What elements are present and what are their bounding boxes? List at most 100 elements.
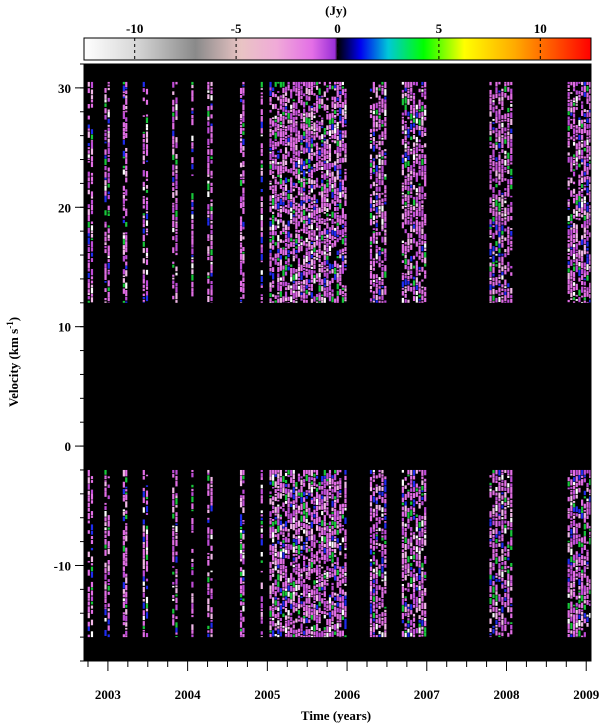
emission-segment — [570, 136, 573, 140]
emission-segment — [310, 166, 313, 169]
emission-segment — [104, 136, 107, 141]
emission-segment — [279, 611, 282, 615]
emission-segment — [570, 596, 573, 599]
emission-segment — [282, 121, 285, 125]
emission-segment — [303, 542, 306, 545]
emission-segment — [489, 227, 492, 229]
emission-segment — [401, 138, 404, 145]
emission-segment — [321, 171, 324, 174]
emission-segment — [369, 97, 373, 99]
emission-segment — [321, 140, 324, 143]
emission-segment — [318, 126, 321, 133]
emission-segment — [404, 121, 407, 123]
emission-segment — [303, 601, 306, 607]
emission-segment — [578, 572, 581, 578]
emission-segment — [321, 261, 324, 265]
emission-segment — [277, 277, 280, 283]
emission-segment — [107, 210, 110, 213]
emission-segment — [581, 595, 584, 602]
emission-segment — [297, 568, 301, 571]
emission-segment — [372, 545, 375, 551]
emission-segment — [334, 298, 337, 303]
emission-segment — [407, 620, 410, 624]
emission-segment — [90, 297, 94, 303]
emission-segment — [341, 503, 344, 508]
emission-segment — [172, 500, 175, 507]
emission-segment — [407, 161, 410, 166]
emission-segment — [336, 198, 339, 203]
emission-segment — [378, 262, 381, 268]
emission-segment — [242, 179, 245, 184]
emission-segment — [326, 577, 329, 580]
emission-segment — [328, 528, 332, 533]
emission-segment — [145, 228, 149, 231]
emission-segment — [326, 255, 329, 260]
emission-segment — [421, 252, 424, 258]
emission-segment — [507, 573, 510, 580]
emission-segment — [145, 291, 149, 296]
emission-segment — [570, 473, 573, 476]
emission-segment — [410, 136, 413, 140]
emission-segment — [321, 631, 324, 637]
emission-segment — [507, 557, 510, 561]
emission-segment — [344, 238, 347, 242]
emission-segment — [315, 623, 319, 631]
emission-segment — [412, 469, 416, 476]
emission-segment — [504, 217, 507, 220]
emission-segment — [510, 486, 513, 493]
emission-segment — [142, 599, 145, 602]
emission-segment — [274, 597, 277, 600]
emission-segment — [315, 162, 319, 169]
emission-segment — [107, 97, 110, 102]
emission-segment — [260, 533, 263, 539]
emission-segment — [310, 245, 313, 250]
emission-segment — [495, 87, 498, 94]
emission-segment — [313, 106, 316, 112]
emission-segment — [104, 598, 107, 604]
emission-segment — [501, 542, 504, 549]
emission-segment — [510, 607, 513, 613]
emission-segment — [292, 479, 295, 484]
emission-segment — [207, 272, 210, 276]
emission-segment — [305, 299, 308, 303]
emission-segment — [210, 628, 213, 634]
emission-segment — [239, 567, 243, 572]
emission-segment — [331, 130, 334, 134]
emission-segment — [336, 613, 339, 620]
emission-segment — [326, 179, 329, 182]
emission-segment — [326, 268, 329, 272]
emission-segment — [145, 513, 149, 515]
emission-segment — [341, 578, 344, 584]
emission-segment — [507, 152, 510, 159]
emission-segment — [501, 517, 504, 520]
emission-segment — [334, 227, 337, 231]
emission-segment — [415, 241, 418, 247]
emission-segment — [272, 205, 275, 209]
emission-segment — [344, 168, 347, 171]
emission-segment — [404, 202, 407, 205]
emission-segment — [504, 132, 507, 136]
emission-segment — [87, 268, 90, 272]
emission-segment — [295, 249, 298, 254]
emission-segment — [175, 551, 178, 556]
emission-segment — [284, 469, 288, 472]
emission-segment — [507, 187, 510, 193]
emission-segment — [305, 271, 308, 278]
emission-segment — [274, 600, 277, 606]
emission-segment — [336, 146, 339, 153]
emission-segment — [90, 191, 94, 197]
emission-segment — [410, 562, 413, 567]
emission-segment — [321, 593, 324, 595]
emission-segment — [498, 502, 501, 508]
emission-segment — [336, 229, 339, 235]
emission-segment — [125, 604, 128, 608]
emission-segment — [292, 557, 295, 561]
emission-segment — [404, 523, 407, 527]
emission-segment — [269, 260, 272, 267]
emission-segment — [567, 103, 570, 107]
emission-segment — [410, 233, 413, 238]
emission-segment — [269, 169, 272, 176]
emission-segment — [239, 526, 243, 530]
emission-segment — [269, 495, 272, 497]
emission-segment — [575, 299, 578, 301]
